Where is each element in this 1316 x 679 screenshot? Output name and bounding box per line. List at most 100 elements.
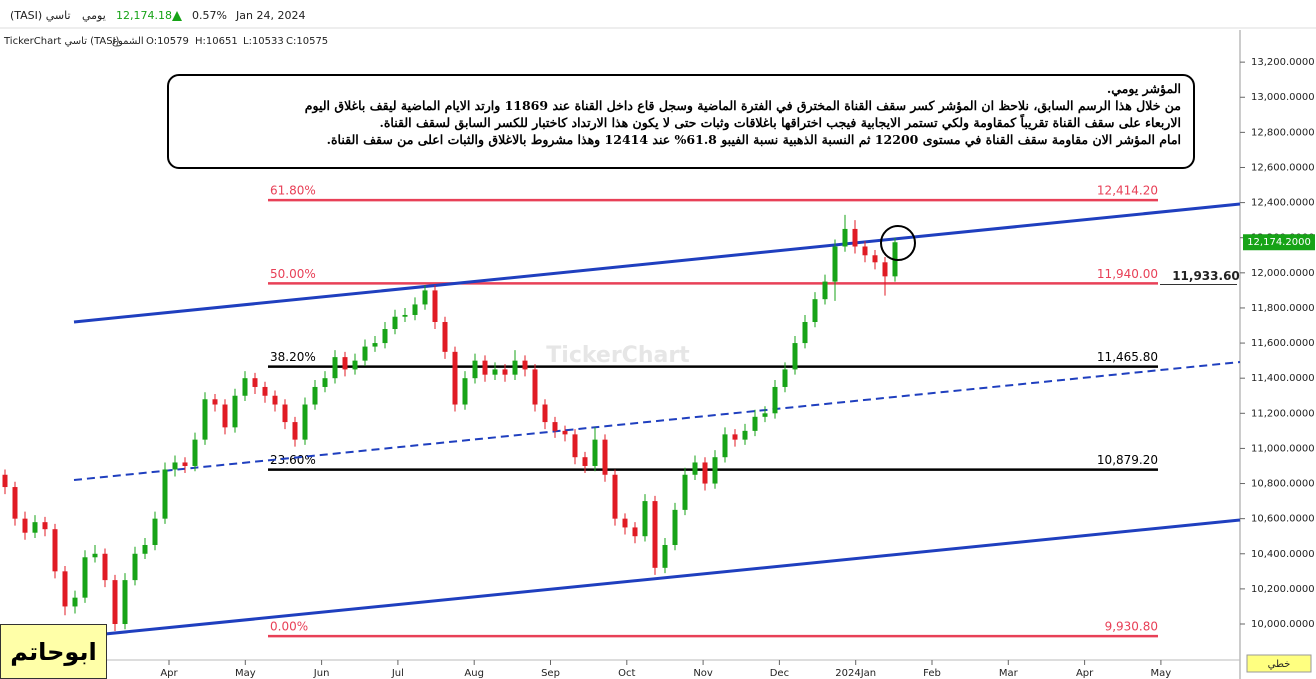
y-tick-label: 11,200.0000 [1251, 408, 1315, 419]
x-tick-label: Jul [391, 668, 404, 679]
header-source: TickerChart تاسي (TASI) [3, 36, 120, 47]
candle-body [102, 553, 108, 581]
candle-body [52, 529, 58, 572]
last-price-tag [1243, 234, 1315, 251]
candle-body [702, 462, 708, 484]
candle-body [212, 399, 218, 405]
candle-body [782, 369, 788, 387]
candle-body [22, 518, 28, 533]
candle-body [92, 553, 98, 558]
candle-body [552, 422, 558, 431]
scale-mode[interactable]: خطي [1268, 659, 1291, 670]
fib-price-label: 11,465.80 [1097, 350, 1158, 364]
fib-price-label: 10,879.20 [1097, 453, 1158, 467]
candle-body [62, 571, 68, 607]
candle-body [612, 474, 618, 519]
candle-body [392, 316, 398, 330]
candle-body [682, 474, 688, 510]
watermark: TickerChart [546, 343, 690, 368]
candle-body [472, 360, 478, 379]
y-tick-label: 12,600.0000 [1251, 162, 1315, 173]
candle-body [122, 580, 128, 625]
candle-body [522, 360, 528, 370]
candle-body [282, 404, 288, 423]
header-low: L:10533 [243, 36, 284, 47]
last-price-label: 12,174.2000 [1247, 237, 1311, 248]
candle-body [342, 357, 348, 370]
candle-body [222, 404, 228, 428]
channel-bottom [94, 518, 1241, 637]
annotation-line: من خلال هذا الرسم السابق، نلاحظ ان المؤش… [304, 98, 1181, 113]
candle-body [372, 343, 378, 347]
candle-body [252, 378, 258, 387]
candle-body [812, 299, 818, 322]
fib-price-label: 9,930.80 [1105, 620, 1158, 634]
candle-body [232, 395, 238, 428]
scale-mode-box[interactable] [1246, 654, 1312, 673]
candle-body [582, 457, 588, 466]
up-arrow [172, 11, 182, 21]
x-tick-label: May [1151, 668, 1172, 679]
candle-body [792, 343, 798, 370]
y-tick-label: 11,600.0000 [1251, 338, 1315, 349]
fib-pct-label: 38.20% [270, 350, 316, 364]
highlight-circle [880, 225, 916, 261]
candle-body [772, 386, 778, 414]
candle-body [242, 378, 248, 396]
candle-body [652, 501, 658, 568]
fib-price-label: 12,414.20 [1097, 184, 1158, 198]
y-tick-label: 10,800.0000 [1251, 479, 1315, 490]
candle-body [872, 255, 878, 263]
annotation-box: المؤشر يومي. من خلال هذا الرسم السابق، ن… [167, 74, 1195, 169]
candle-body [502, 369, 508, 375]
candle-body [512, 360, 518, 375]
candle-body [862, 246, 868, 256]
candle-body [302, 404, 308, 440]
header-period: يومي [82, 9, 106, 22]
candle-body [352, 360, 358, 370]
header-style: الشموع [112, 36, 144, 47]
candle-body [172, 462, 178, 470]
annotation-line: الاربعاء على سقف القناة تقريباً كمقاومة … [379, 115, 1181, 130]
candle-body [382, 329, 388, 344]
candle-body [422, 290, 428, 305]
candle-body [182, 462, 188, 466]
candle-body [822, 281, 828, 300]
candle-body [882, 262, 888, 277]
candle-body [662, 544, 668, 568]
candle-body [692, 462, 698, 475]
candle-body [32, 522, 38, 533]
annotation-line: امام المؤشر الان مقاومة سقف القناة في مس… [326, 132, 1181, 147]
candle-body [482, 360, 488, 375]
candle-body [842, 228, 848, 247]
y-tick-label: 10,400.0000 [1251, 549, 1315, 560]
fib-pct-label: 0.00% [270, 620, 308, 634]
candle-body [852, 228, 858, 247]
x-tick-label: Dec [770, 668, 789, 679]
candle-body [142, 544, 148, 554]
header-high: H:10651 [195, 36, 238, 47]
candle-body [262, 386, 268, 396]
candle-body [272, 395, 278, 405]
fib-pct-label: 61.80% [270, 184, 316, 198]
candle-body [742, 430, 748, 440]
candle-body [412, 304, 418, 315]
candle-body [572, 434, 578, 458]
candle-body [632, 527, 638, 537]
fib-price-label: 11,940.00 [1097, 267, 1158, 281]
annotation-line: المؤشر يومي. [1106, 81, 1181, 96]
candle-body [442, 321, 448, 352]
candle-body [2, 474, 8, 488]
x-tick-label: Feb [923, 668, 941, 679]
candle-body [292, 422, 298, 440]
candle-body [732, 434, 738, 440]
header-price: 12,174.18 [116, 9, 172, 22]
x-tick-label: Mar [999, 668, 1019, 679]
candle-body [452, 351, 458, 405]
marker-label: 11,933.60 [1172, 269, 1240, 283]
x-tick-label: Apr [160, 668, 178, 679]
x-tick-label: 2024Jan [835, 668, 876, 679]
header-open: O:10579 [146, 36, 189, 47]
